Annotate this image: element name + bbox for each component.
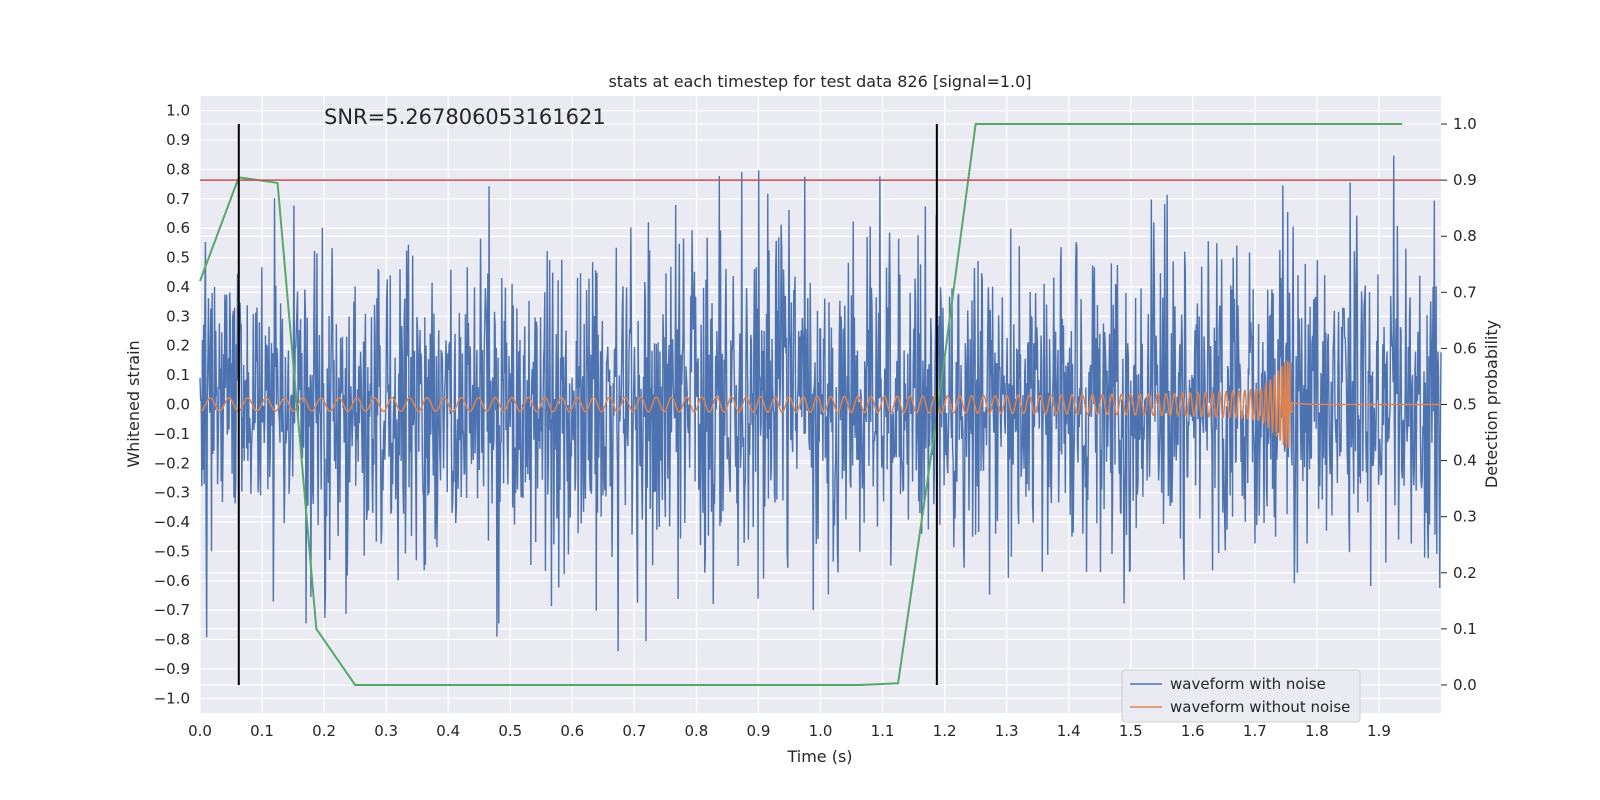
y-left-tick-label: 0.2 — [166, 337, 190, 355]
x-tick-label: 1.2 — [933, 722, 957, 740]
x-tick-label: 0.4 — [436, 722, 460, 740]
x-tick-label: 0.2 — [312, 722, 336, 740]
y-left-tick-label: −0.3 — [154, 484, 190, 502]
y-left-tick-label: 0.8 — [166, 160, 190, 178]
y-left-tick-label: −0.1 — [154, 425, 190, 443]
y-left-tick-label: 0.0 — [166, 396, 190, 414]
x-tick-label: 0.6 — [560, 722, 584, 740]
y-left-tick-label: −0.2 — [154, 454, 190, 472]
x-tick-label: 0.0 — [188, 722, 212, 740]
y-left-tick-label: 0.5 — [166, 249, 190, 267]
x-tick-label: 0.1 — [250, 722, 274, 740]
y-right-tick-label: 1.0 — [1453, 115, 1477, 133]
y-left-tick-label: 0.7 — [166, 190, 190, 208]
x-tick-label: 1.5 — [1119, 722, 1143, 740]
y-right-tick-label: 0.3 — [1453, 508, 1477, 526]
x-tick-label: 1.6 — [1181, 722, 1205, 740]
series-layer — [199, 123, 1442, 686]
snr-annotation: SNR=5.267806053161621 — [324, 105, 606, 129]
x-tick-label: 1.9 — [1367, 722, 1391, 740]
y-left-tick-label: 0.9 — [166, 131, 190, 149]
x-tick-label: 1.1 — [871, 722, 895, 740]
x-tick-label: 1.4 — [1057, 722, 1081, 740]
ticks-layer: 0.0 0.1 0.2 0.3 0.4 0.5 0.6 0.7 0.8 0.9 1.0 1.1 1.2 1… — [154, 102, 1477, 740]
y-left-tick-label: −0.7 — [154, 601, 190, 619]
x-tick-label: 1.7 — [1243, 722, 1267, 740]
x-tick-label: 0.5 — [498, 722, 522, 740]
x-tick-label: 1.8 — [1305, 722, 1329, 740]
y-left-tick-label: −0.9 — [154, 660, 190, 678]
y-axis-label-left: Whitened strain — [124, 340, 143, 467]
x-tick-label: 0.8 — [684, 722, 708, 740]
x-tick-label: 1.0 — [809, 722, 833, 740]
y-left-tick-label: −0.6 — [154, 572, 190, 590]
legend: waveform with noise waveform without noi… — [1121, 669, 1361, 723]
series-line-probability — [199, 123, 1403, 686]
x-axis-label: Time (s) — [786, 747, 852, 766]
x-tick-label: 0.9 — [747, 722, 771, 740]
x-tick-label: 0.7 — [622, 722, 646, 740]
y-axis-label-right: Detection probability — [1482, 320, 1501, 488]
x-tick-label: 0.3 — [374, 722, 398, 740]
y-left-tick-label: 0.3 — [166, 307, 190, 325]
y-right-tick-label: 0.2 — [1453, 564, 1477, 582]
series-line-noisy — [199, 155, 1442, 652]
y-left-tick-label: −0.8 — [154, 631, 190, 649]
y-left-tick-label: −0.5 — [154, 542, 190, 560]
x-tick-label: 1.3 — [995, 722, 1019, 740]
chart-title: stats at each timestep for test data 826… — [608, 72, 1031, 91]
legend-label-clean: waveform without noise — [1170, 698, 1350, 716]
legend-label-noisy: waveform with noise — [1170, 675, 1326, 693]
series-line-clean — [199, 360, 1441, 449]
legend-box — [1121, 669, 1361, 723]
y-right-tick-label: 0.6 — [1453, 339, 1477, 357]
y-left-tick-label: 0.1 — [166, 366, 190, 384]
y-right-tick-label: 0.0 — [1453, 676, 1477, 694]
y-left-tick-label: 1.0 — [166, 102, 190, 120]
y-left-tick-label: 0.6 — [166, 219, 190, 237]
y-right-tick-label: 0.7 — [1453, 283, 1477, 301]
y-right-tick-label: 0.1 — [1453, 620, 1477, 638]
y-left-tick-label: −0.4 — [154, 513, 190, 531]
y-right-tick-label: 0.9 — [1453, 171, 1477, 189]
y-left-tick-label: −1.0 — [154, 689, 190, 707]
y-left-tick-label: 0.4 — [166, 278, 190, 296]
y-right-tick-label: 0.4 — [1453, 452, 1477, 470]
y-right-tick-label: 0.5 — [1453, 396, 1477, 414]
y-right-tick-label: 0.8 — [1453, 227, 1477, 245]
